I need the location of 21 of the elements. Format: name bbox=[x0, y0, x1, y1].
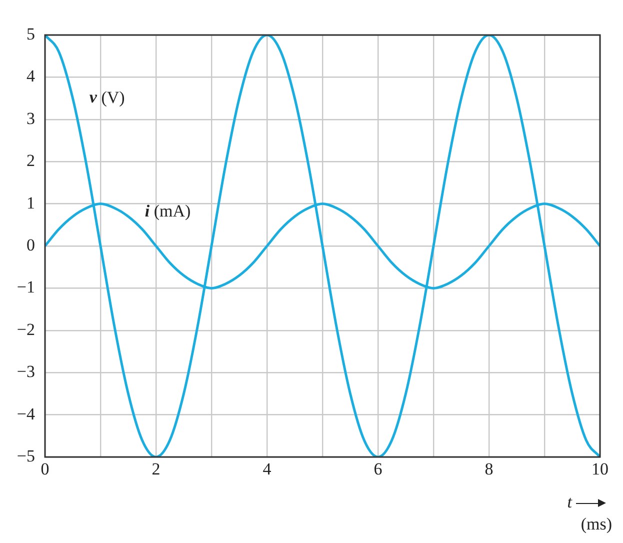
x-tick-label: 2 bbox=[152, 460, 160, 479]
x-tick-label: 6 bbox=[374, 460, 382, 479]
line-series bbox=[45, 35, 600, 457]
y-tick-label: 3 bbox=[26, 108, 35, 128]
y-tick-label: −5 bbox=[16, 446, 35, 466]
y-tick-label: 1 bbox=[26, 193, 35, 212]
y-tick-label: −4 bbox=[16, 404, 36, 424]
x-tick-label: 4 bbox=[262, 460, 272, 479]
x-tick-label: 10 bbox=[592, 460, 608, 479]
y-tick-label: 5 bbox=[26, 24, 35, 44]
y-tick-label: 2 bbox=[26, 151, 35, 170]
y-tick-label: −2 bbox=[16, 320, 35, 339]
y-tick-label: 4 bbox=[26, 66, 36, 86]
x-axis-title: t (ms) bbox=[567, 492, 612, 534]
y-tick-label: −3 bbox=[16, 362, 35, 382]
series-label: v (V) bbox=[89, 88, 125, 107]
x-tick-label: 0 bbox=[40, 460, 50, 479]
y-tick-label: −1 bbox=[16, 278, 35, 297]
x-tick-label: 8 bbox=[484, 460, 494, 479]
y-tick-label: 0 bbox=[26, 235, 35, 254]
series-label: i (mA) bbox=[144, 202, 191, 221]
